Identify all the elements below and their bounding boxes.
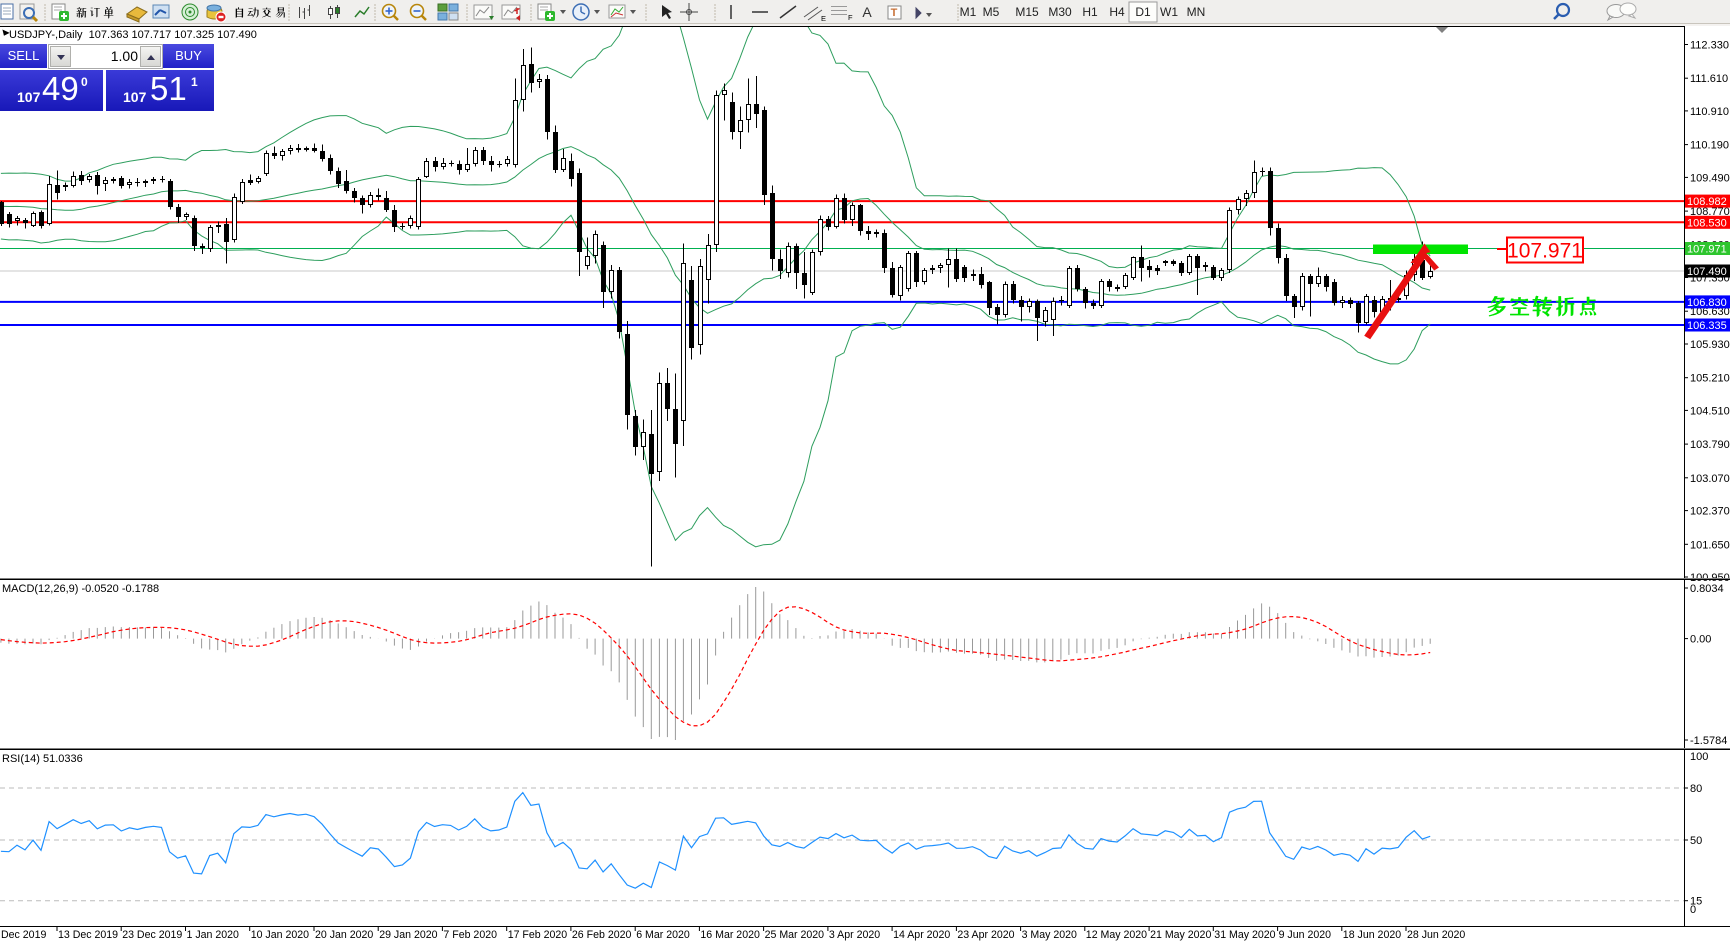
svg-text:101.650: 101.650	[1690, 539, 1730, 551]
svg-text:M30: M30	[1048, 5, 1072, 19]
svg-text:MN: MN	[1187, 5, 1206, 19]
svg-text:29 Jan 2020: 29 Jan 2020	[379, 929, 437, 941]
svg-text:106.630: 106.630	[1690, 306, 1730, 318]
svg-text:18 Jun 2020: 18 Jun 2020	[1343, 929, 1401, 941]
svg-text:110.910: 110.910	[1690, 106, 1729, 118]
svg-text:M15: M15	[1015, 5, 1039, 19]
svg-text:10 Jan 2020: 10 Jan 2020	[251, 929, 309, 941]
svg-text:102.370: 102.370	[1690, 506, 1730, 518]
svg-text:1 Jan 2020: 1 Jan 2020	[187, 929, 240, 941]
svg-text:13 Dec 2019: 13 Dec 2019	[58, 929, 118, 941]
svg-text:H1: H1	[1082, 5, 1098, 19]
svg-text:MACD(12,26,9) -0.0520 -0.1788: MACD(12,26,9) -0.0520 -0.1788	[2, 583, 159, 595]
svg-text:9 Jun 2020: 9 Jun 2020	[1279, 929, 1332, 941]
svg-text:RSI(14) 51.0336: RSI(14) 51.0336	[2, 753, 83, 765]
svg-text:107.490: 107.490	[1687, 266, 1727, 278]
svg-text:112.330: 112.330	[1690, 40, 1729, 52]
svg-text:D1: D1	[1135, 5, 1151, 19]
svg-text:104.510: 104.510	[1690, 405, 1730, 417]
svg-text:106.830: 106.830	[1687, 297, 1727, 309]
svg-text:80: 80	[1690, 783, 1702, 795]
svg-text:7 Feb 2020: 7 Feb 2020	[443, 929, 497, 941]
svg-text:31 May 2020: 31 May 2020	[1214, 929, 1275, 941]
svg-text:3 May 2020: 3 May 2020	[1022, 929, 1077, 941]
svg-text:103.790: 103.790	[1690, 439, 1730, 451]
svg-text:Dec 2019: Dec 2019	[1, 929, 46, 941]
svg-text:109.490: 109.490	[1690, 172, 1730, 184]
svg-text:28 Jun 2020: 28 Jun 2020	[1407, 929, 1465, 941]
svg-text:-1.5784: -1.5784	[1690, 735, 1727, 747]
svg-text:25 Mar 2020: 25 Mar 2020	[765, 929, 825, 941]
svg-text:0.8034: 0.8034	[1690, 583, 1724, 595]
svg-text:21 May 2020: 21 May 2020	[1150, 929, 1211, 941]
svg-text:17 Feb 2020: 17 Feb 2020	[508, 929, 568, 941]
svg-text:20 Jan 2020: 20 Jan 2020	[315, 929, 373, 941]
svg-text:26 Feb 2020: 26 Feb 2020	[572, 929, 632, 941]
svg-text:108.982: 108.982	[1687, 196, 1727, 208]
svg-text:107.971: 107.971	[1687, 244, 1727, 256]
svg-text:0: 0	[1690, 904, 1696, 916]
svg-text:16 Mar 2020: 16 Mar 2020	[700, 929, 760, 941]
svg-text:23 Apr 2020: 23 Apr 2020	[957, 929, 1014, 941]
svg-text:50: 50	[1690, 835, 1702, 847]
svg-text:103.070: 103.070	[1690, 473, 1730, 485]
svg-text:12 May 2020: 12 May 2020	[1086, 929, 1147, 941]
svg-text:106.335: 106.335	[1687, 320, 1727, 332]
svg-text:105.210: 105.210	[1690, 373, 1730, 385]
svg-text:23 Dec 2019: 23 Dec 2019	[122, 929, 182, 941]
svg-text:W1: W1	[1160, 5, 1178, 19]
svg-text:15: 15	[1690, 896, 1702, 908]
svg-text:14 Apr 2020: 14 Apr 2020	[893, 929, 950, 941]
svg-text:H4: H4	[1109, 5, 1125, 19]
svg-text:111.610: 111.610	[1690, 73, 1728, 85]
svg-text:110.190: 110.190	[1690, 140, 1729, 152]
svg-text:3 Apr 2020: 3 Apr 2020	[829, 929, 880, 941]
svg-text:105.930: 105.930	[1690, 339, 1730, 351]
svg-text:T: T	[891, 7, 898, 19]
svg-text:108.770: 108.770	[1690, 206, 1730, 218]
svg-text:108.530: 108.530	[1687, 217, 1727, 229]
svg-text:E: E	[821, 14, 826, 23]
svg-text:M5: M5	[983, 5, 1000, 19]
svg-text:6 Mar 2020: 6 Mar 2020	[636, 929, 690, 941]
svg-text:0.00: 0.00	[1690, 634, 1711, 646]
svg-text:A: A	[862, 4, 872, 20]
svg-text:107.971: 107.971	[1507, 240, 1583, 263]
svg-text:100: 100	[1690, 751, 1708, 763]
svg-text:M1: M1	[960, 5, 977, 19]
svg-text:F: F	[848, 13, 853, 22]
